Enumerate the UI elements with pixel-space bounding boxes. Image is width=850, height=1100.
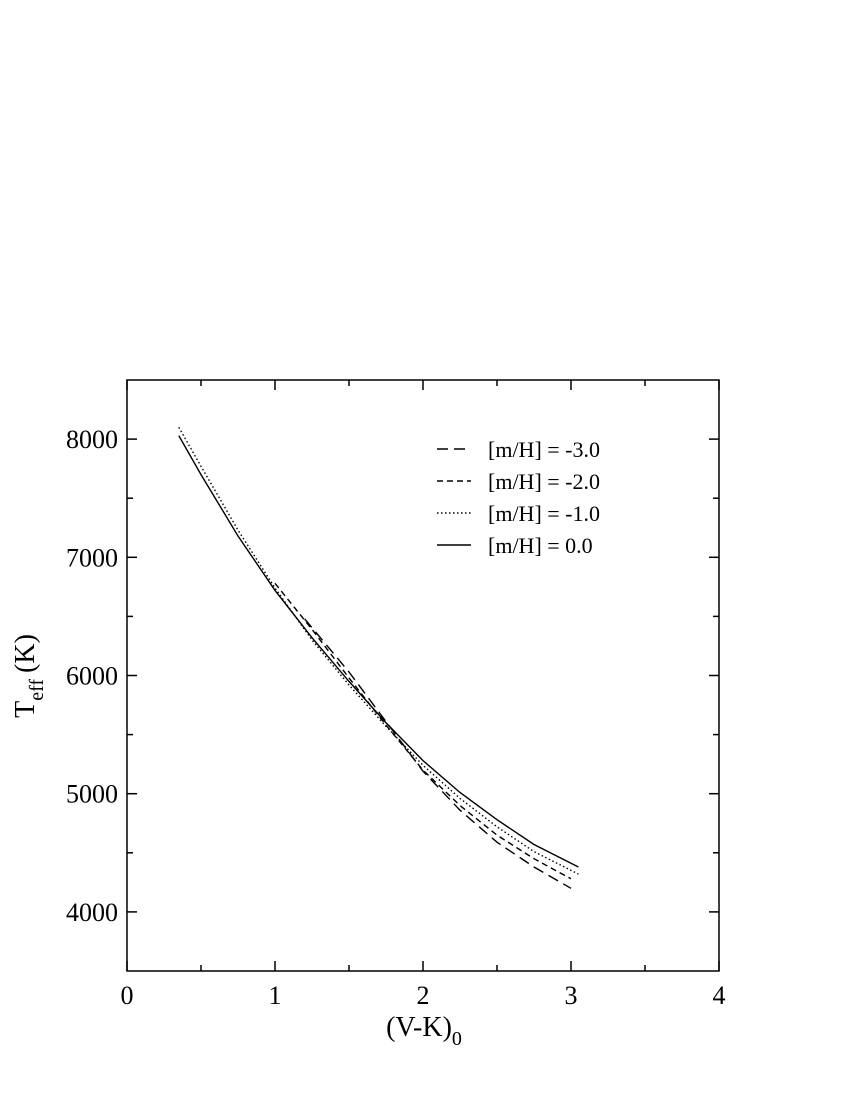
legend-label: [m/H] = -2.0 bbox=[488, 469, 600, 494]
x-label-main: (V-K) bbox=[386, 1012, 452, 1043]
line-series bbox=[304, 618, 572, 889]
y-label-suffix: (K) bbox=[10, 634, 41, 673]
x-tick-label: 0 bbox=[121, 981, 134, 1010]
y-axis-label: Teff (K) bbox=[10, 634, 48, 718]
x-tick-label: 2 bbox=[417, 981, 430, 1010]
x-label-sub: 0 bbox=[452, 1028, 462, 1050]
y-label-main: T bbox=[10, 701, 41, 718]
y-tick-label: 6000 bbox=[66, 662, 118, 691]
legend-label: [m/H] = -1.0 bbox=[488, 501, 600, 526]
line-series bbox=[274, 582, 572, 880]
y-tick-label: 4000 bbox=[66, 898, 118, 927]
line-series bbox=[178, 426, 579, 875]
x-tick-label: 4 bbox=[713, 981, 726, 1010]
y-tick-label: 7000 bbox=[66, 543, 118, 572]
line-series bbox=[178, 435, 579, 868]
x-tick-label: 1 bbox=[269, 981, 282, 1010]
legend-label: [m/H] = 0.0 bbox=[488, 533, 593, 558]
y-tick-label: 8000 bbox=[66, 425, 118, 454]
x-axis-label: (V-K)0 bbox=[386, 1012, 462, 1050]
legend-label: [m/H] = -3.0 bbox=[488, 437, 600, 462]
y-tick-label: 5000 bbox=[66, 780, 118, 809]
y-label-sub: eff bbox=[26, 679, 48, 701]
plot-frame bbox=[126, 379, 720, 972]
x-tick-label: 3 bbox=[565, 981, 578, 1010]
